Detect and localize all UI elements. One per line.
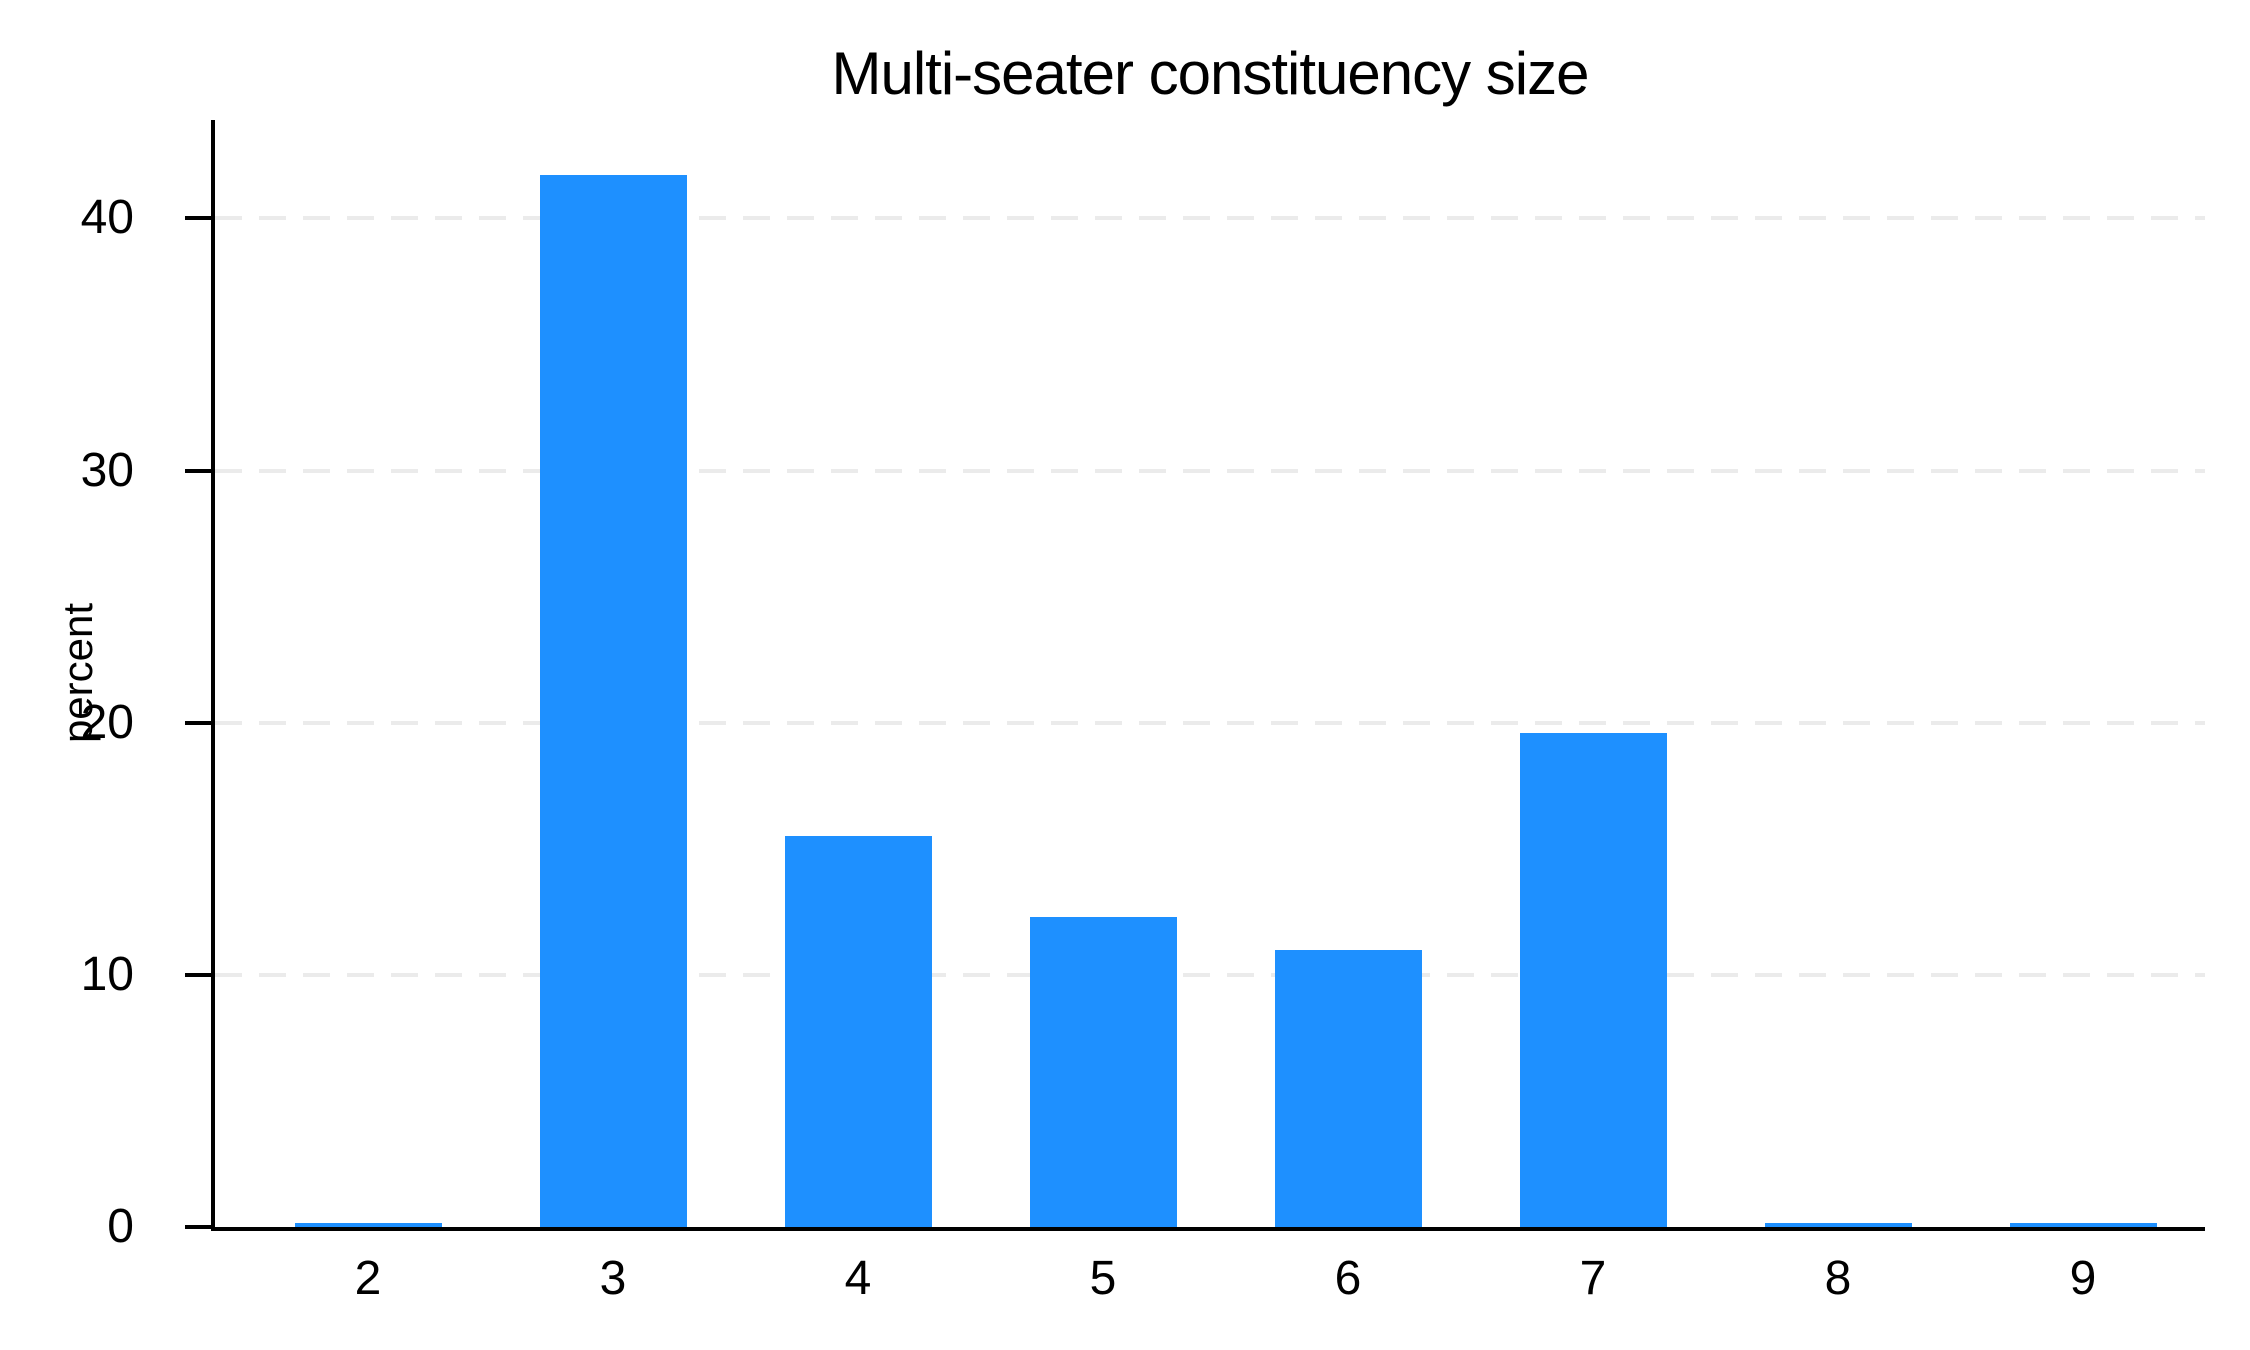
x-tick-label-5: 5 xyxy=(1089,1252,1117,1305)
bar-category-5 xyxy=(1029,916,1177,1227)
bar-category-2 xyxy=(294,1223,442,1227)
y-axis-tick-30 xyxy=(185,468,211,473)
x-tick-label-9: 9 xyxy=(2069,1252,2097,1305)
plot-area: 0 10 20 30 40 2 3 4 5 6 7 8 9 xyxy=(81,120,2205,1303)
y-axis-tick-20 xyxy=(185,720,211,725)
x-tick-label-7: 7 xyxy=(1579,1252,1607,1305)
y-axis-tick-10 xyxy=(185,972,211,977)
x-tick-label-8: 8 xyxy=(1824,1252,1852,1305)
bar-category-9 xyxy=(2009,1223,2157,1227)
bar-category-4 xyxy=(784,836,932,1227)
y-tick-label-0: 0 xyxy=(107,1200,134,1253)
y-tick-label-30: 30 xyxy=(80,443,134,497)
y-tick-label-40: 40 xyxy=(80,191,134,245)
chart-title: Multi-seater constituency size xyxy=(831,40,1590,107)
x-axis-line xyxy=(211,1227,2205,1231)
y-axis-line xyxy=(211,120,215,1231)
gridline-y-20 xyxy=(215,720,2205,725)
x-tick-label-4: 4 xyxy=(844,1252,872,1305)
x-tick-label-6: 6 xyxy=(1334,1252,1362,1305)
y-axis-tick-40 xyxy=(185,216,211,221)
y-tick-label-20: 20 xyxy=(80,695,134,749)
gridline-y-40 xyxy=(215,216,2205,221)
bar-category-3 xyxy=(539,175,687,1227)
bar-category-7 xyxy=(1519,732,1667,1227)
x-tick-label-3: 3 xyxy=(599,1252,627,1305)
gridline-y-30 xyxy=(215,468,2205,473)
x-tick-label-2: 2 xyxy=(354,1252,382,1305)
gridline-y-10 xyxy=(215,972,2205,977)
bar-category-6 xyxy=(1274,949,1422,1227)
bar-category-8 xyxy=(1764,1223,1912,1227)
y-axis-tick-0 xyxy=(185,1225,211,1229)
y-tick-label-10: 10 xyxy=(80,947,134,1001)
